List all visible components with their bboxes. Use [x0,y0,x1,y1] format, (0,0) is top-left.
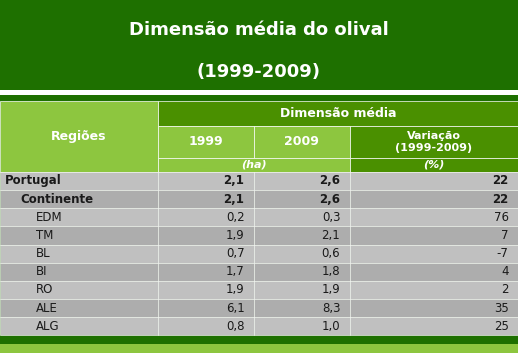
Text: 0,7: 0,7 [226,247,244,260]
Bar [254,317,350,335]
Bar [0,226,158,245]
Text: BL: BL [36,247,51,260]
Bar [254,281,350,299]
Bar [350,126,518,158]
Bar [158,317,254,335]
Bar [254,126,350,158]
Text: 2,1: 2,1 [224,193,244,206]
Bar [158,126,254,158]
Bar [254,190,350,208]
Text: EDM: EDM [36,211,63,224]
Bar [158,190,254,208]
Text: 1,8: 1,8 [322,265,340,278]
Text: Dimensão média do olival: Dimensão média do olival [129,21,389,39]
Bar [0,263,158,281]
Bar [158,281,254,299]
Bar [350,172,518,190]
Text: Dimensão média: Dimensão média [280,107,396,120]
Text: Regiões: Regiões [51,130,107,143]
Bar [350,226,518,245]
Text: 22: 22 [493,193,509,206]
Bar [254,226,350,245]
Text: 2009: 2009 [284,136,319,148]
Text: 2,6: 2,6 [319,174,340,187]
Bar [254,299,350,317]
Text: (%): (%) [423,160,444,170]
Text: 7: 7 [501,229,509,242]
Bar [158,299,254,317]
Bar [350,317,518,335]
Text: RO: RO [36,283,54,297]
Bar [0,317,158,335]
Text: 1,7: 1,7 [226,265,244,278]
Text: 0,8: 0,8 [226,320,244,333]
Text: BI: BI [36,265,48,278]
Text: TM: TM [36,229,54,242]
Text: 35: 35 [494,301,509,315]
Text: 0,3: 0,3 [322,211,340,224]
Bar [158,158,350,172]
Bar [254,263,350,281]
Text: 4: 4 [501,265,509,278]
Text: 2,6: 2,6 [319,193,340,206]
Text: 76: 76 [494,211,509,224]
Text: Portugal: Portugal [5,174,62,187]
Text: ALE: ALE [36,301,58,315]
Text: 25: 25 [494,320,509,333]
Bar [158,226,254,245]
Bar [0,281,158,299]
Text: 22: 22 [493,174,509,187]
Text: 1,9: 1,9 [226,283,244,297]
Bar [350,190,518,208]
Bar [254,245,350,263]
Bar [0,90,518,95]
Text: 1,9: 1,9 [226,229,244,242]
Text: 1999: 1999 [189,136,223,148]
Bar [350,263,518,281]
Bar [254,172,350,190]
Text: 8,3: 8,3 [322,301,340,315]
Text: Continente: Continente [21,193,94,206]
Bar [350,281,518,299]
Text: ALG: ALG [36,320,60,333]
Bar [350,299,518,317]
Text: (1999-2009): (1999-2009) [197,64,321,81]
Text: Variação
(1999-2009): Variação (1999-2009) [395,131,472,153]
Bar [0,344,518,353]
Text: 2,1: 2,1 [224,174,244,187]
Bar [158,208,254,226]
Text: 1,0: 1,0 [322,320,340,333]
Text: -7: -7 [497,247,509,260]
Bar [158,263,254,281]
Text: 0,2: 0,2 [226,211,244,224]
Bar [350,245,518,263]
Bar [0,208,158,226]
Bar [0,101,158,172]
Bar [158,172,254,190]
Bar [158,101,518,126]
Bar [0,190,158,208]
Bar [254,208,350,226]
Text: 6,1: 6,1 [226,301,244,315]
Bar [350,208,518,226]
Bar [0,299,158,317]
Text: 2,1: 2,1 [322,229,340,242]
Text: 1,9: 1,9 [322,283,340,297]
Text: 0,6: 0,6 [322,247,340,260]
Bar [0,245,158,263]
Bar [158,245,254,263]
Text: 2: 2 [501,283,509,297]
Bar [350,158,518,172]
Bar [0,172,158,190]
Text: (ha): (ha) [241,160,267,170]
